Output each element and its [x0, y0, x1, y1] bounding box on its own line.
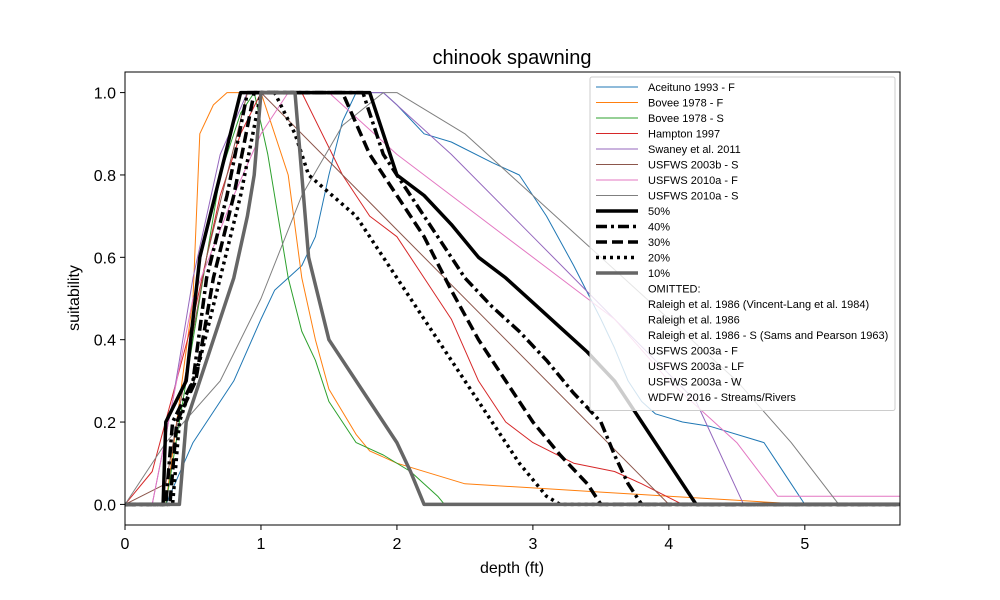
series-line-7 — [125, 92, 900, 505]
x-tick-label: 0 — [121, 536, 130, 553]
legend-label-7: USFWS 2010a - F — [648, 175, 738, 187]
y-tick-label: 0.6 — [94, 250, 116, 267]
series-line-11 — [125, 90, 900, 507]
y-tick-label: 0.0 — [94, 497, 116, 514]
series-line-4 — [125, 92, 900, 505]
legend-label-11: 30% — [648, 237, 670, 249]
legend-omitted-7: WDFW 2016 - Streams/Rivers — [648, 392, 796, 404]
legend-label-5: Swaney et al. 2011 — [648, 144, 741, 156]
y-tick-label: 1.0 — [94, 86, 116, 103]
y-axis-label: suitability — [66, 265, 83, 331]
series-line-12 — [125, 90, 900, 507]
legend-omitted-4: USFWS 2003a - F — [648, 346, 738, 358]
legend-box — [589, 76, 896, 411]
legend: Aceituno 1993 - F Bovee 1978 - F Bovee 197… — [589, 76, 896, 411]
x-axis-label: depth (ft) — [480, 560, 544, 577]
series-line-8 — [125, 92, 900, 505]
plot-frame — [124, 71, 901, 526]
legend-omitted-header: OMITTED: — [648, 284, 701, 296]
x-axis: 0 1 2 3 4 5 — [121, 525, 809, 553]
series-line-2 — [125, 92, 900, 505]
legend-label-10: 40% — [648, 222, 670, 234]
legend-label-1: Aceituno 1993 - F — [648, 82, 735, 94]
x-tick-label: 2 — [392, 536, 401, 553]
series-line-1 — [125, 92, 900, 505]
x-tick-label: 5 — [800, 536, 809, 553]
chart-title: chinook spawning — [433, 47, 592, 69]
y-tick-label: 0.4 — [94, 333, 116, 350]
legend-omitted-2: Raleigh et al. 1986 — [648, 315, 740, 327]
series-line-3 — [125, 92, 900, 505]
legend-label-9: 50% — [648, 206, 670, 218]
y-tick-label: 0.2 — [94, 415, 116, 432]
legend-omitted-5: USFWS 2003a - LF — [648, 361, 744, 373]
series-line-13 — [125, 90, 900, 507]
y-tick-label: 0.8 — [94, 168, 116, 185]
x-tick-label: 3 — [528, 536, 537, 553]
legend-omitted-3: Raleigh et al. 1986 - S (Sams and Pearso… — [648, 330, 888, 342]
x-tick-label: 1 — [257, 536, 266, 553]
y-axis: 0.0 0.2 0.4 0.6 0.8 1.0 — [94, 86, 125, 514]
legend-label-6: USFWS 2003b - S — [648, 160, 738, 172]
legend-label-3: Bovee 1978 - S — [648, 113, 724, 125]
legend-label-8: USFWS 2010a - S — [648, 191, 738, 203]
x-tick-label: 4 — [664, 536, 673, 553]
legend-omitted-6: USFWS 2003a - W — [648, 377, 742, 389]
legend-label-4: Hampton 1997 — [648, 129, 720, 141]
legend-omitted-1: Raleigh et al. 1986 (Vincent-Lang et al.… — [648, 299, 869, 311]
legend-label-12: 20% — [648, 253, 670, 265]
legend-label-13: 10% — [648, 268, 670, 280]
legend-label-2: Bovee 1978 - F — [648, 98, 723, 110]
series-line-10 — [125, 90, 900, 507]
